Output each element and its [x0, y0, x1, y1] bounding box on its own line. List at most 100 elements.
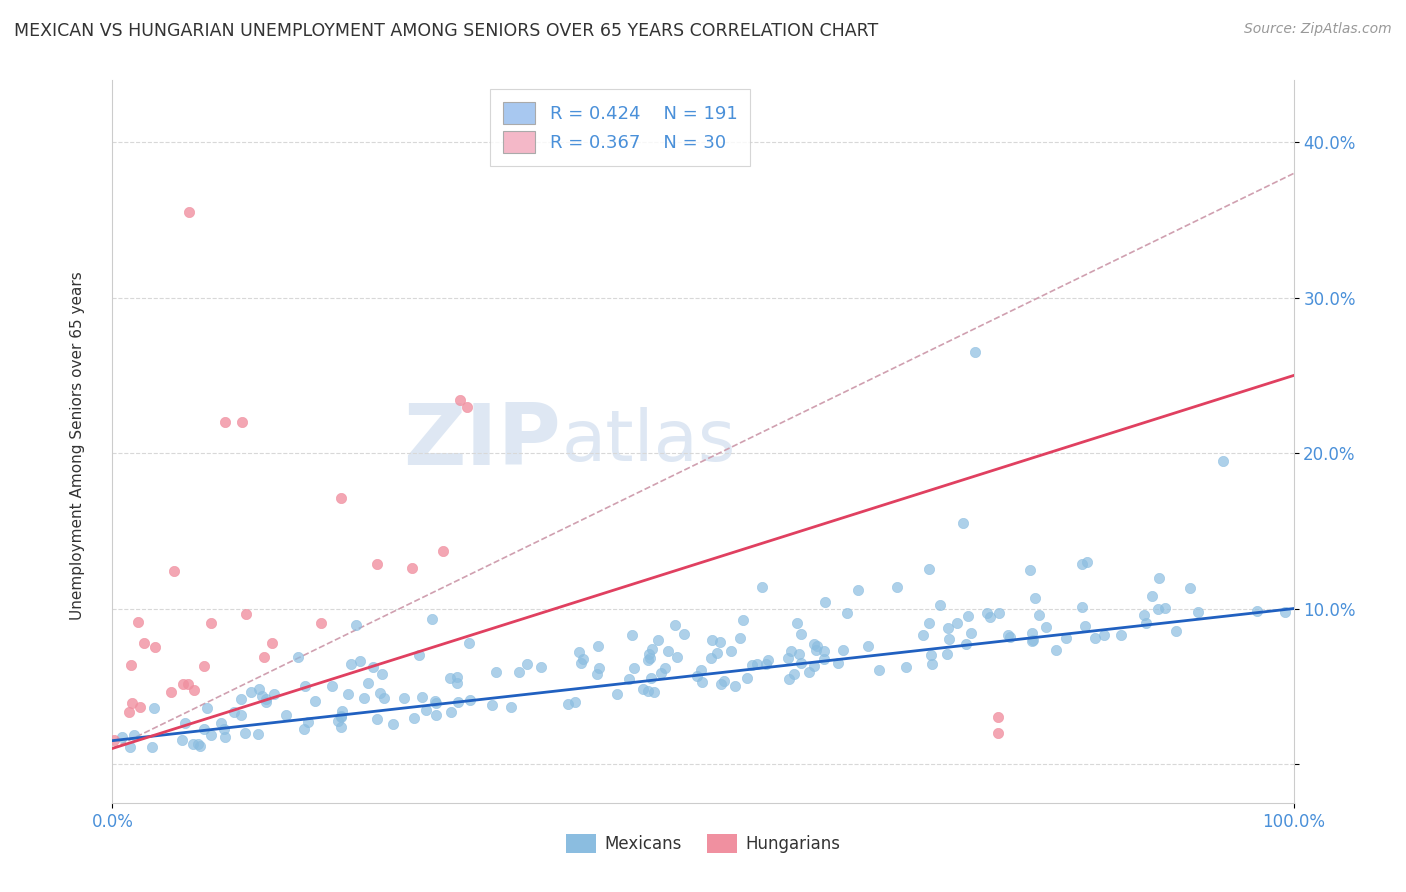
Point: [252, 689, 274, 703]
Point: [103, 732, 125, 747]
Point: [411, 690, 433, 704]
Point: [529, 660, 551, 674]
Point: [1212, 454, 1234, 468]
Point: [425, 693, 447, 707]
Point: [186, 737, 208, 751]
Point: [856, 639, 879, 653]
Point: [572, 652, 595, 666]
Point: [1111, 627, 1133, 641]
Point: [806, 639, 828, 653]
Point: [911, 627, 934, 641]
Point: [214, 415, 236, 429]
Point: [637, 683, 659, 698]
Point: [955, 637, 977, 651]
Point: [803, 637, 825, 651]
Point: [172, 677, 194, 691]
Point: [440, 705, 463, 719]
Point: [382, 716, 405, 731]
Point: [170, 733, 193, 747]
Point: [190, 739, 212, 753]
Point: [485, 665, 508, 679]
Point: [654, 661, 676, 675]
Point: [706, 647, 728, 661]
Point: [193, 659, 215, 673]
Point: [1274, 605, 1296, 619]
Point: [963, 345, 986, 359]
Point: [956, 608, 979, 623]
Point: [321, 679, 343, 693]
Point: [439, 671, 461, 685]
Point: [690, 675, 713, 690]
Point: [623, 661, 645, 675]
Point: [263, 687, 285, 701]
Point: [401, 561, 423, 575]
Point: [200, 728, 222, 742]
Point: [720, 644, 742, 658]
Point: [640, 651, 662, 665]
Point: [896, 660, 918, 674]
Point: [142, 701, 165, 715]
Point: [1035, 619, 1057, 633]
Point: [499, 700, 522, 714]
Point: [741, 657, 763, 672]
Point: [1021, 634, 1043, 648]
Point: [122, 728, 145, 742]
Point: [1021, 626, 1043, 640]
Text: Source: ZipAtlas.com: Source: ZipAtlas.com: [1244, 22, 1392, 37]
Point: [827, 656, 849, 670]
Point: [432, 544, 454, 558]
Point: [420, 612, 443, 626]
Point: [813, 652, 835, 666]
Point: [1140, 589, 1163, 603]
Point: [790, 656, 813, 670]
Point: [848, 582, 870, 597]
Point: [392, 690, 415, 705]
Point: [709, 635, 731, 649]
Point: [235, 607, 257, 621]
Point: [222, 705, 245, 719]
Point: [132, 636, 155, 650]
Point: [370, 667, 392, 681]
Point: [988, 606, 1011, 620]
Point: [239, 684, 262, 698]
Point: [917, 615, 939, 630]
Point: [481, 698, 503, 713]
Point: [329, 720, 352, 734]
Point: [1022, 632, 1045, 647]
Point: [229, 691, 252, 706]
Point: [751, 580, 773, 594]
Point: [262, 636, 284, 650]
Point: [686, 669, 709, 683]
Point: [713, 674, 735, 689]
Point: [163, 564, 186, 578]
Point: [814, 595, 837, 609]
Point: [1071, 599, 1094, 614]
Point: [247, 727, 270, 741]
Point: [936, 647, 959, 661]
Point: [1133, 608, 1156, 623]
Point: [449, 392, 471, 407]
Point: [254, 694, 277, 708]
Point: [425, 708, 447, 723]
Point: [254, 691, 277, 706]
Point: [1045, 643, 1067, 657]
Point: [998, 631, 1021, 645]
Point: [666, 650, 689, 665]
Point: [174, 715, 197, 730]
Text: Unemployment Among Seniors over 65 years: Unemployment Among Seniors over 65 years: [70, 272, 84, 620]
Point: [952, 516, 974, 530]
Point: [569, 656, 592, 670]
Point: [344, 618, 367, 632]
Point: [366, 712, 388, 726]
Point: [641, 642, 664, 657]
Point: [1076, 555, 1098, 569]
Point: [330, 491, 353, 506]
Point: [921, 657, 943, 671]
Point: [297, 714, 319, 729]
Point: [637, 653, 659, 667]
Point: [803, 659, 825, 673]
Point: [337, 687, 360, 701]
Point: [745, 657, 768, 671]
Point: [446, 670, 468, 684]
Point: [987, 710, 1010, 724]
